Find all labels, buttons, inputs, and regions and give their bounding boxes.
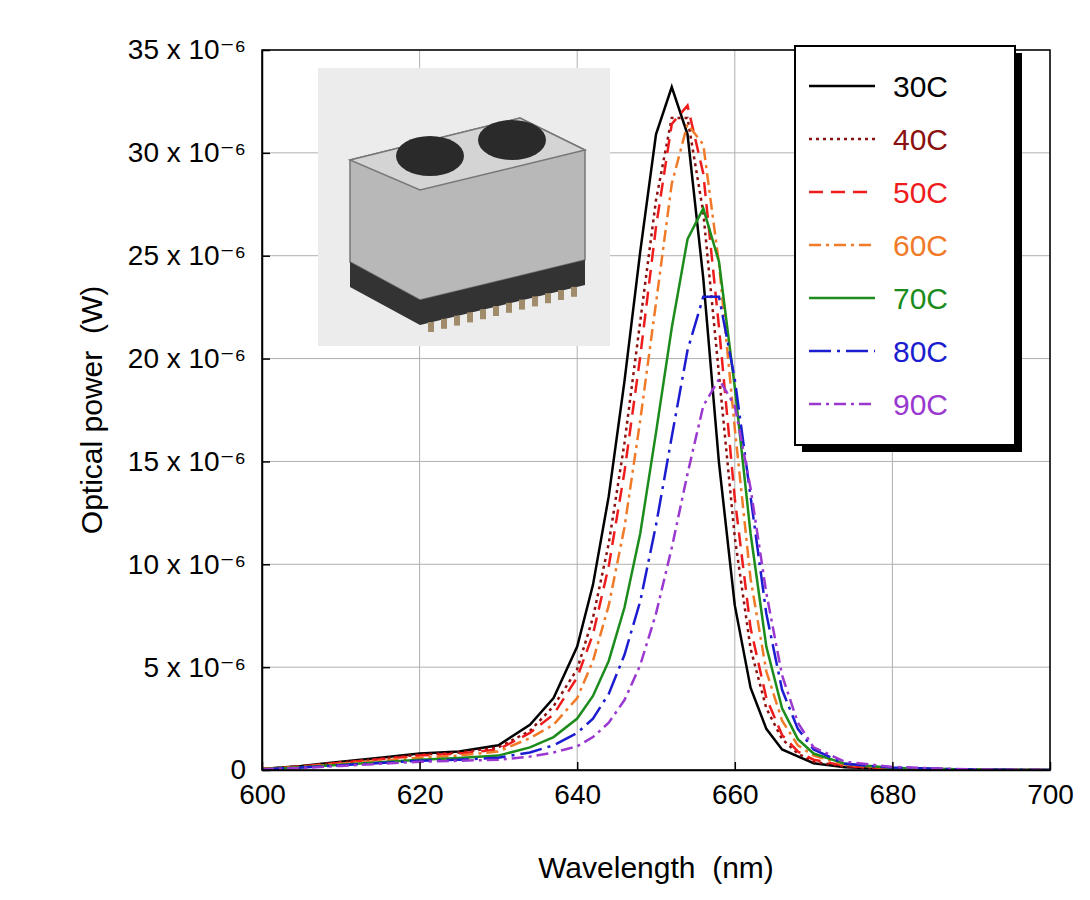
inset-hole (478, 120, 546, 160)
y-tick-label: 25 x 10⁻⁶ (128, 240, 246, 271)
y-tick: 15 x 10⁻⁶ (128, 446, 270, 477)
y-tick-mark (262, 461, 270, 463)
inset-pin (441, 319, 447, 329)
inset-pin (571, 287, 577, 297)
x-tick-mark (735, 762, 737, 770)
inset-top (350, 118, 585, 190)
x-tick: 680 (870, 762, 917, 810)
legend-label: 90C (893, 388, 948, 421)
inset-pin (493, 306, 499, 316)
inset-pin (467, 312, 473, 322)
y-tick-mark (262, 770, 270, 772)
chart: 600 620 640 660 680 700 0 5 x 10⁻⁶ 10 x 10⁻⁶ 15 x… (0, 0, 1090, 900)
inset-base (350, 260, 585, 325)
inset-pin (428, 322, 434, 332)
x-tick: 700 (1027, 762, 1074, 810)
inset-pin (480, 309, 486, 319)
y-tick-label: 20 x 10⁻⁶ (128, 343, 246, 374)
x-tick-label: 620 (397, 779, 444, 810)
y-tick: 25 x 10⁻⁶ (128, 240, 270, 271)
y-tick: 35 x 10⁻⁶ (128, 34, 270, 65)
legend-label: 80C (893, 335, 948, 368)
y-tick: 5 x 10⁻⁶ (143, 652, 270, 683)
x-axis-line (263, 770, 1051, 772)
grid-line-y (262, 667, 1050, 668)
inset-pin (506, 303, 512, 313)
legend-box (795, 46, 1015, 445)
legend-swatch (809, 297, 875, 300)
x-tick: 620 (397, 762, 444, 810)
legend-swatch (809, 403, 875, 406)
legend-swatch (809, 244, 875, 247)
x-axis: 600 620 640 660 680 700 (239, 762, 1074, 810)
y-tick-mark (262, 564, 270, 566)
legend-swatch (809, 138, 875, 141)
inset-hole (396, 136, 464, 176)
inset-background (318, 68, 610, 346)
legend-label: 50C (893, 176, 948, 209)
grid-line-y (262, 461, 1050, 462)
x-tick: 660 (712, 762, 759, 810)
x-tick-mark (1050, 762, 1052, 770)
y-tick: 0 (230, 754, 270, 785)
x-tick-mark (892, 762, 894, 770)
x-tick: 640 (554, 762, 601, 810)
y-tick-label: 10 x 10⁻⁶ (128, 549, 246, 580)
legend: 30C 40C 50C 60C 70C 80C 90C (795, 46, 1022, 452)
x-tick-mark (419, 762, 421, 770)
y-axis-title: Optical power (W) (75, 286, 108, 534)
inset-pin (545, 293, 551, 303)
x-tick-label: 700 (1027, 779, 1074, 810)
x-axis-title: Wavelength (nm) (538, 851, 774, 884)
y-tick: 30 x 10⁻⁶ (128, 137, 270, 168)
y-tick-label: 35 x 10⁻⁶ (128, 34, 246, 65)
inset-pin (454, 316, 460, 326)
legend-label: 60C (893, 229, 948, 262)
y-tick-label: 5 x 10⁻⁶ (143, 652, 246, 683)
inset-photo (318, 68, 610, 346)
y-tick-mark (262, 255, 270, 257)
y-axis-line (262, 51, 264, 771)
y-tick-mark (262, 153, 270, 155)
legend-label: 40C (893, 123, 948, 156)
grid-line-y (262, 564, 1050, 565)
inset-pin (532, 296, 538, 306)
series-line (262, 208, 1050, 770)
x-tick-mark (577, 762, 579, 770)
y-tick: 10 x 10⁻⁶ (128, 549, 270, 580)
x-tick-label: 660 (712, 779, 759, 810)
y-tick: 20 x 10⁻⁶ (128, 343, 270, 374)
legend-swatch (809, 350, 875, 353)
y-tick-label: 15 x 10⁻⁶ (128, 446, 246, 477)
y-tick-label: 30 x 10⁻⁶ (128, 137, 246, 168)
legend-label: 70C (893, 282, 948, 315)
y-tick-mark (262, 358, 270, 360)
legend-label: 30C (893, 70, 948, 103)
inset-pin (519, 300, 525, 310)
legend-swatch (809, 191, 875, 194)
x-tick-label: 600 (239, 779, 286, 810)
legend-swatch (809, 85, 875, 88)
y-axis: 0 5 x 10⁻⁶ 10 x 10⁻⁶ 15 x 10⁻⁶ 20 x 10⁻⁶ 25 x… (128, 34, 270, 785)
y-tick-label: 0 (230, 754, 246, 785)
y-tick-mark (262, 667, 270, 669)
x-tick-label: 640 (554, 779, 601, 810)
series-line (262, 297, 1050, 770)
inset-pin (558, 290, 564, 300)
y-tick-mark (262, 50, 270, 52)
x-tick-label: 680 (870, 779, 917, 810)
